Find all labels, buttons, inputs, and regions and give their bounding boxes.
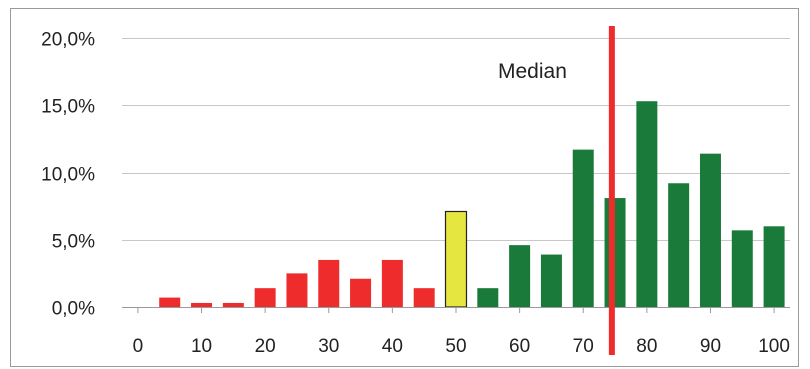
bar: [222, 302, 244, 307]
bar: [318, 259, 340, 307]
median-label: Median: [498, 60, 567, 83]
x-tick-label: 50: [445, 336, 466, 357]
bar: [636, 101, 658, 307]
bar: [159, 297, 181, 307]
bar: [191, 302, 213, 307]
x-tick-label: 60: [509, 336, 530, 357]
bar: [668, 183, 690, 307]
bar: [763, 226, 785, 307]
x-tick-label: 40: [382, 336, 403, 357]
y-tick-label: 10,0%: [41, 165, 95, 186]
bars: [159, 101, 785, 308]
x-tick-label: 0: [133, 336, 144, 357]
x-axis: [122, 307, 790, 313]
y-tick-label: 20,0%: [41, 30, 95, 51]
y-tick-label: 5,0%: [52, 232, 95, 253]
x-tick-label: 20: [255, 336, 276, 357]
bar: [572, 149, 594, 307]
bar: [254, 288, 276, 307]
bar: [286, 273, 308, 308]
plot-frame: [10, 8, 799, 367]
x-tick-label: 100: [758, 336, 790, 357]
x-tick-label: 70: [573, 336, 594, 357]
x-tick-label: 80: [636, 336, 657, 357]
x-tick-label: 30: [318, 336, 339, 357]
bar: [413, 288, 435, 307]
bar: [444, 210, 468, 308]
bar: [381, 259, 403, 307]
bar: [509, 245, 531, 307]
bar: [477, 288, 499, 307]
bar: [540, 254, 562, 307]
y-axis-tick-labels: 0,0% 5,0% 10,0% 15,0% 20,0%: [41, 30, 95, 320]
x-tick-label: 10: [191, 336, 212, 357]
bar: [350, 278, 372, 307]
x-tick-label: 90: [700, 336, 721, 357]
x-axis-tick-labels: 0 10 20 30 40 50 60 70 80 90 100: [133, 336, 790, 357]
bar: [604, 198, 626, 307]
y-tick-label: 15,0%: [41, 97, 95, 118]
y-tick-label: 0,0%: [52, 299, 95, 320]
median-annotation: Median: [498, 26, 615, 355]
bar: [731, 230, 753, 307]
bar: [699, 153, 721, 307]
gridlines: [122, 38, 790, 241]
